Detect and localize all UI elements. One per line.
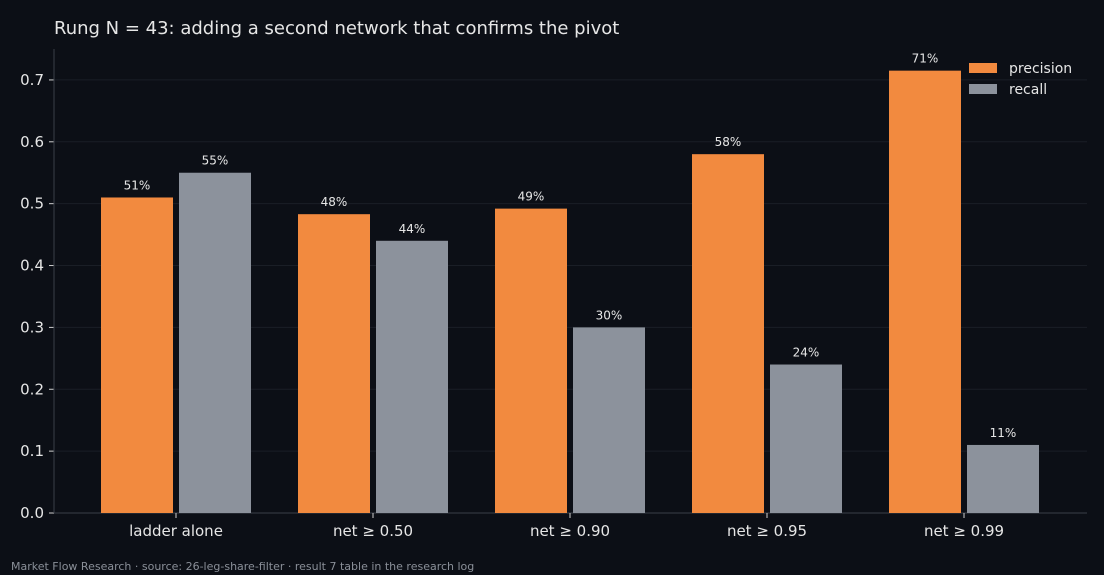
y-tick-label: 0.1	[20, 442, 44, 460]
data-label-recall: 30%	[596, 308, 623, 322]
y-tick-label: 0.6	[20, 133, 44, 151]
legend-swatch-recall	[969, 84, 997, 94]
data-labels: 51% 55% 48% 44% 49% 30% 58% 24% 71% 11%	[124, 52, 1017, 440]
bar-precision	[495, 208, 567, 513]
legend-label-precision: precision	[1009, 61, 1072, 77]
y-tick-label: 0.5	[20, 195, 44, 213]
x-tick-label: net ≥ 0.99	[924, 522, 1004, 540]
chart-title: Rung N = 43: adding a second network tha…	[54, 18, 619, 39]
data-label-recall: 44%	[399, 222, 426, 236]
y-tick-label: 0.3	[20, 318, 44, 336]
data-label-precision: 48%	[321, 195, 348, 209]
data-label-recall: 11%	[990, 426, 1017, 440]
bar-recall	[967, 444, 1039, 513]
bar-precision	[692, 154, 764, 513]
data-label-precision: 51%	[124, 178, 151, 192]
bar-recall	[376, 240, 448, 513]
bars	[101, 70, 1039, 514]
data-label-precision: 58%	[715, 135, 742, 149]
bar-precision	[298, 214, 370, 513]
legend-swatch-precision	[969, 63, 997, 73]
bar-precision	[101, 197, 173, 514]
y-tick-label: 0.0	[20, 504, 44, 522]
x-tick-label: net ≥ 0.90	[530, 522, 610, 540]
data-label-recall: 24%	[793, 346, 820, 360]
x-tick-label: ladder alone	[129, 522, 223, 540]
x-tick-label: net ≥ 0.95	[727, 522, 807, 540]
data-label-precision: 71%	[912, 52, 939, 66]
data-label-recall: 55%	[202, 154, 229, 168]
x-tick-label: net ≥ 0.50	[333, 522, 413, 540]
bar-recall	[770, 364, 842, 513]
bar-precision	[889, 70, 961, 514]
footer-source-note: Market Flow Research · source: 26-leg-sh…	[11, 560, 474, 573]
data-label-precision: 49%	[518, 190, 545, 204]
bar-recall	[179, 172, 251, 513]
y-tick-label: 0.7	[20, 71, 44, 89]
y-tick-label: 0.2	[20, 380, 44, 398]
legend: precision recall	[969, 61, 1072, 98]
bar-recall	[573, 327, 645, 513]
legend-label-recall: recall	[1009, 82, 1047, 98]
y-tick-label: 0.4	[20, 257, 44, 275]
